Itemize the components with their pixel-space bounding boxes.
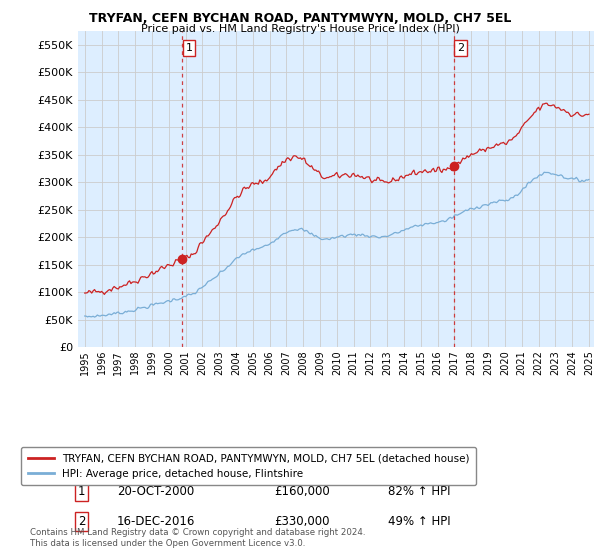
Text: 1: 1 bbox=[78, 484, 86, 498]
Text: £160,000: £160,000 bbox=[274, 484, 330, 498]
Text: Price paid vs. HM Land Registry's House Price Index (HPI): Price paid vs. HM Land Registry's House … bbox=[140, 24, 460, 34]
Text: 20-OCT-2000: 20-OCT-2000 bbox=[116, 484, 194, 498]
Text: 49% ↑ HPI: 49% ↑ HPI bbox=[388, 515, 450, 528]
Text: 1: 1 bbox=[185, 43, 193, 53]
Text: 16-DEC-2016: 16-DEC-2016 bbox=[116, 515, 195, 528]
Text: 2: 2 bbox=[78, 515, 86, 528]
Text: TRYFAN, CEFN BYCHAN ROAD, PANTYMWYN, MOLD, CH7 5EL: TRYFAN, CEFN BYCHAN ROAD, PANTYMWYN, MOL… bbox=[89, 12, 511, 25]
Text: £330,000: £330,000 bbox=[274, 515, 329, 528]
Text: 2: 2 bbox=[457, 43, 464, 53]
Text: Contains HM Land Registry data © Crown copyright and database right 2024.
This d: Contains HM Land Registry data © Crown c… bbox=[30, 528, 365, 548]
Text: 82% ↑ HPI: 82% ↑ HPI bbox=[388, 484, 450, 498]
Legend: TRYFAN, CEFN BYCHAN ROAD, PANTYMWYN, MOLD, CH7 5EL (detached house), HPI: Averag: TRYFAN, CEFN BYCHAN ROAD, PANTYMWYN, MOL… bbox=[21, 447, 476, 485]
